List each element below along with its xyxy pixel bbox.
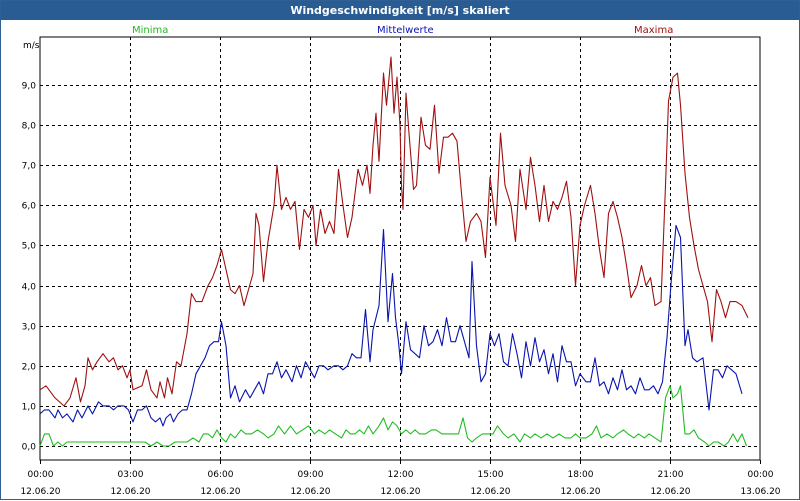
y-tick-label: 4,0	[22, 283, 37, 293]
y-tick-label: 1,0	[22, 403, 37, 413]
title-bar: Windgeschwindigkeit [m/s] skaliert	[1, 1, 799, 20]
y-tick-label: 7,0	[22, 162, 37, 172]
y-tick-label: 3,0	[22, 323, 37, 333]
y-tick-label: 2,0	[22, 363, 37, 373]
x-tick-time: 03:00	[118, 470, 144, 480]
x-tick-date: 12.06.20	[110, 487, 150, 497]
x-tick-time: 18:00	[568, 470, 594, 480]
series-line-minima	[39, 385, 748, 447]
legend-mittelwerte: Mittelwerte	[377, 25, 434, 36]
x-tick-date: 12.06.20	[200, 487, 240, 497]
legend-maxima: Maxima	[634, 25, 674, 36]
x-tick-date: 12.06.20	[20, 487, 60, 497]
x-tick-date: 13.06.20	[740, 487, 780, 497]
x-tick-time: 00:00	[28, 470, 54, 480]
x-tick-time: 12:00	[388, 470, 414, 480]
series-line-maxima	[39, 56, 749, 407]
x-tick-time: 00:00	[748, 470, 774, 480]
x-tick-date: 12.06.20	[380, 487, 420, 497]
y-tick-label: 8,0	[22, 122, 37, 132]
y-tick-label: 6,0	[22, 202, 37, 212]
x-tick-date: 12.06.20	[560, 487, 600, 497]
x-tick-time: 15:00	[478, 470, 504, 480]
y-axis-unit-label: m/s	[23, 41, 40, 51]
x-tick-time: 06:00	[208, 470, 234, 480]
y-tick-label: 0,0	[22, 443, 37, 453]
legend-minima: Minima	[132, 25, 169, 36]
x-tick-time: 09:00	[298, 470, 324, 480]
x-tick-time: 21:00	[658, 470, 684, 480]
x-tick-date: 12.06.20	[650, 487, 690, 497]
y-tick-label: 9,0	[22, 82, 37, 92]
x-tick-date: 12.06.20	[470, 487, 510, 497]
chart-title: Windgeschwindigkeit [m/s] skaliert	[290, 4, 510, 17]
y-tick-label: 5,0	[22, 242, 37, 252]
x-tick-date: 12.06.20	[290, 487, 330, 497]
series-line-mittel	[39, 224, 743, 427]
